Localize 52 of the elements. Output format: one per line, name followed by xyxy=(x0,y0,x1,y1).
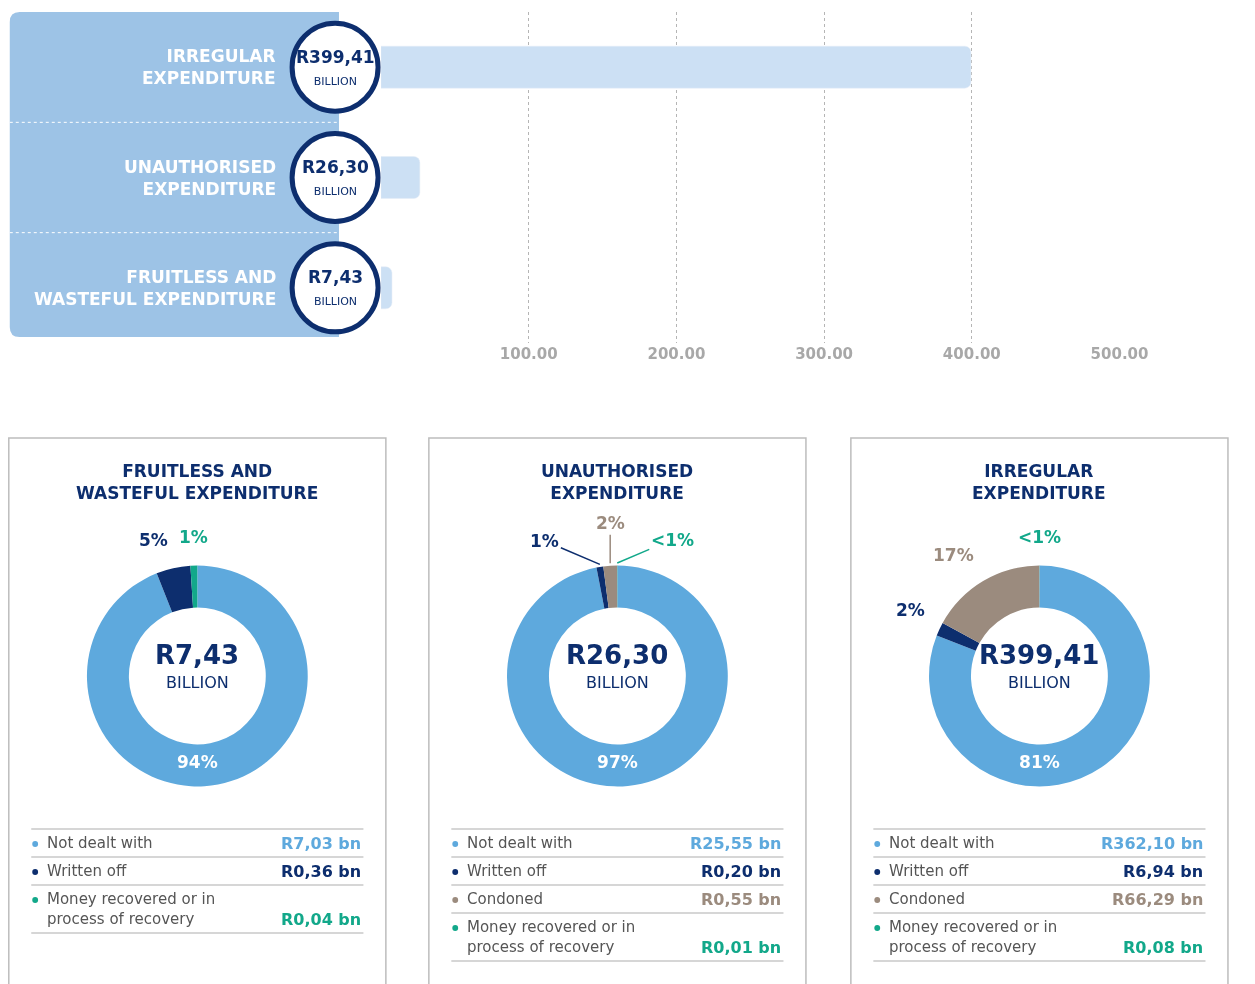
data-label: <1% xyxy=(1018,527,1062,547)
text: R399,41 xyxy=(979,640,1100,670)
text: R0,04 bn xyxy=(281,910,362,929)
data-label: 81% xyxy=(1019,752,1060,773)
data-label: <1% xyxy=(651,530,695,550)
text: R0,55 bn xyxy=(701,890,782,909)
legend-label: Written off xyxy=(889,862,969,880)
y-tick-label: IRREGULAR EXPENDITURE xyxy=(142,46,276,89)
legend-label: Not dealt with xyxy=(467,834,573,852)
y-tick-label: UNAUTHORISED EXPENDITURE xyxy=(124,157,277,200)
data-label: 2% xyxy=(896,600,925,620)
x-tick-label: 100.00 xyxy=(499,345,558,363)
text: R0,20 bn xyxy=(701,862,782,881)
text: R362,10 bn xyxy=(1101,834,1204,853)
data-label: 1% xyxy=(179,527,208,547)
data-label: 97% xyxy=(597,752,638,773)
legend-label: Money recovered or in process of recovery xyxy=(467,918,636,956)
text: BILLION xyxy=(586,673,649,692)
text: R66,29 bn xyxy=(1112,890,1204,909)
data-label: 5% xyxy=(139,530,168,550)
chart-title: UNAUTHORISED EXPENDITURE xyxy=(541,461,694,504)
chart-title: IRREGULAR EXPENDITURE xyxy=(972,461,1106,504)
data-label: R26,30 BILLION xyxy=(302,157,370,199)
legend-label: Not dealt with xyxy=(889,834,995,852)
data-label: 2% xyxy=(596,513,625,533)
data-label: R7,43 BILLION xyxy=(308,267,364,309)
text: R25,55 bn xyxy=(690,834,782,853)
data-label: 17% xyxy=(933,545,974,565)
x-tick-label: 200.00 xyxy=(647,345,706,363)
y-tick-label: FRUITLESS AND WASTEFUL EXPENDITURE xyxy=(34,267,277,310)
legend-label: Condoned xyxy=(889,890,966,908)
text: R7,43 xyxy=(155,640,240,670)
text: R6,94 bn xyxy=(1123,862,1204,881)
x-tick-label: 300.00 xyxy=(795,345,854,363)
text: R7,03 bn xyxy=(281,834,362,853)
legend-label: Condoned xyxy=(467,890,544,908)
text: R0,08 bn xyxy=(1123,938,1204,957)
legend-label: Not dealt with xyxy=(47,834,153,852)
x-tick-label: 400.00 xyxy=(942,345,1001,363)
data-label: 1% xyxy=(530,531,559,551)
data-label: R399,41 BILLION xyxy=(296,47,375,89)
data-label: 94% xyxy=(176,752,218,773)
text: R0,01 bn xyxy=(701,938,782,957)
legend-label: Written off xyxy=(467,862,547,880)
legend-label: Written off xyxy=(47,862,127,880)
text: R26,30 xyxy=(566,640,669,670)
x-tick-label: 500.00 xyxy=(1090,345,1149,363)
text: BILLION xyxy=(166,673,229,692)
legend-label: Money recovered or in process of recovery xyxy=(47,890,216,928)
legend-label: Money recovered or in process of recovery xyxy=(889,918,1058,956)
text: BILLION xyxy=(1008,673,1071,692)
text: R0,36 bn xyxy=(281,862,362,881)
